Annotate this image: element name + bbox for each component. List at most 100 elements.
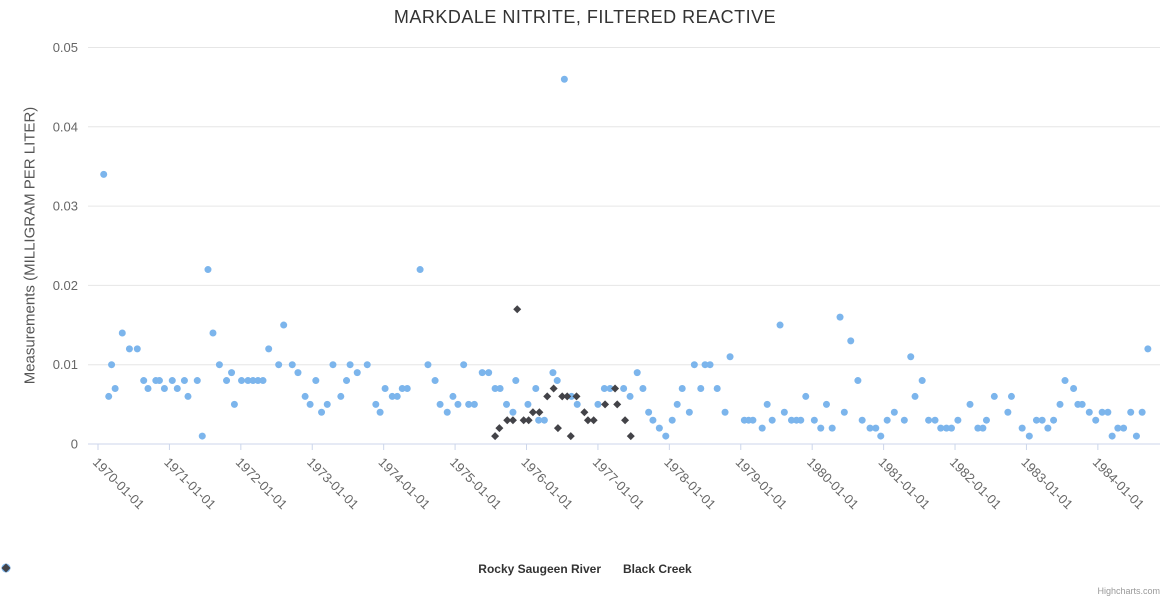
data-point-rocky-saugeen-river[interactable] — [204, 266, 212, 274]
data-point-rocky-saugeen-river[interactable] — [1108, 432, 1116, 440]
data-point-rocky-saugeen-river[interactable] — [1007, 392, 1015, 400]
data-point-rocky-saugeen-river[interactable] — [318, 408, 326, 416]
data-point-rocky-saugeen-river[interactable] — [1078, 400, 1086, 408]
data-point-rocky-saugeen-river[interactable] — [639, 384, 647, 392]
data-point-rocky-saugeen-river[interactable] — [155, 377, 163, 385]
data-point-rocky-saugeen-river[interactable] — [776, 321, 784, 329]
data-point-rocky-saugeen-river[interactable] — [524, 400, 532, 408]
data-point-rocky-saugeen-river[interactable] — [990, 392, 998, 400]
data-point-rocky-saugeen-river[interactable] — [118, 329, 126, 337]
data-point-rocky-saugeen-river[interactable] — [1061, 377, 1069, 385]
data-point-rocky-saugeen-river[interactable] — [509, 408, 517, 416]
data-point-rocky-saugeen-river[interactable] — [209, 329, 217, 337]
data-point-rocky-saugeen-river[interactable] — [883, 416, 891, 424]
data-point-rocky-saugeen-river[interactable] — [553, 377, 561, 385]
data-point-rocky-saugeen-river[interactable] — [1070, 384, 1078, 392]
data-point-rocky-saugeen-river[interactable] — [168, 377, 176, 385]
data-point-rocky-saugeen-river[interactable] — [877, 432, 885, 440]
data-point-rocky-saugeen-river[interactable] — [173, 384, 181, 392]
data-point-rocky-saugeen-river[interactable] — [535, 416, 543, 424]
data-point-rocky-saugeen-river[interactable] — [822, 400, 830, 408]
data-point-rocky-saugeen-river[interactable] — [436, 400, 444, 408]
data-point-rocky-saugeen-river[interactable] — [1038, 416, 1046, 424]
data-point-black-creek[interactable] — [572, 392, 581, 401]
data-point-rocky-saugeen-river[interactable] — [275, 361, 283, 369]
data-point-rocky-saugeen-river[interactable] — [280, 321, 288, 329]
data-point-rocky-saugeen-river[interactable] — [337, 392, 345, 400]
data-point-rocky-saugeen-river[interactable] — [105, 392, 113, 400]
data-point-rocky-saugeen-river[interactable] — [701, 361, 709, 369]
data-point-black-creek[interactable] — [491, 432, 500, 441]
data-point-rocky-saugeen-river[interactable] — [840, 408, 848, 416]
data-point-rocky-saugeen-river[interactable] — [1018, 424, 1026, 432]
data-point-rocky-saugeen-river[interactable] — [1098, 408, 1106, 416]
data-point-rocky-saugeen-river[interactable] — [184, 392, 192, 400]
data-point-rocky-saugeen-river[interactable] — [215, 361, 223, 369]
data-point-rocky-saugeen-river[interactable] — [140, 377, 148, 385]
data-point-rocky-saugeen-river[interactable] — [160, 384, 168, 392]
data-point-rocky-saugeen-river[interactable] — [620, 384, 628, 392]
data-point-rocky-saugeen-river[interactable] — [1032, 416, 1040, 424]
data-point-rocky-saugeen-river[interactable] — [265, 345, 273, 353]
data-point-rocky-saugeen-river[interactable] — [540, 416, 548, 424]
data-point-rocky-saugeen-river[interactable] — [230, 400, 238, 408]
data-point-rocky-saugeen-river[interactable] — [549, 369, 557, 377]
data-point-rocky-saugeen-river[interactable] — [854, 377, 862, 385]
data-point-black-creek[interactable] — [553, 424, 562, 433]
data-point-rocky-saugeen-river[interactable] — [301, 392, 309, 400]
data-point-black-creek[interactable] — [613, 400, 622, 409]
data-point-rocky-saugeen-river[interactable] — [713, 384, 721, 392]
data-point-rocky-saugeen-river[interactable] — [294, 369, 302, 377]
data-point-rocky-saugeen-river[interactable] — [1104, 408, 1112, 416]
data-point-rocky-saugeen-river[interactable] — [668, 416, 676, 424]
data-point-rocky-saugeen-river[interactable] — [491, 384, 499, 392]
data-point-rocky-saugeen-river[interactable] — [228, 369, 236, 377]
data-point-rocky-saugeen-river[interactable] — [749, 416, 757, 424]
data-point-rocky-saugeen-river[interactable] — [780, 408, 788, 416]
data-point-black-creek[interactable] — [583, 416, 592, 425]
data-point-rocky-saugeen-river[interactable] — [974, 424, 982, 432]
data-point-rocky-saugeen-river[interactable] — [954, 416, 962, 424]
data-point-rocky-saugeen-river[interactable] — [568, 392, 576, 400]
data-point-black-creek[interactable] — [563, 392, 572, 401]
data-point-rocky-saugeen-river[interactable] — [372, 400, 380, 408]
data-point-rocky-saugeen-river[interactable] — [645, 408, 653, 416]
data-point-rocky-saugeen-river[interactable] — [872, 424, 880, 432]
data-point-rocky-saugeen-river[interactable] — [925, 416, 933, 424]
data-point-rocky-saugeen-river[interactable] — [942, 424, 950, 432]
data-point-rocky-saugeen-river[interactable] — [1092, 416, 1100, 424]
data-point-rocky-saugeen-river[interactable] — [198, 432, 206, 440]
data-point-rocky-saugeen-river[interactable] — [911, 392, 919, 400]
data-point-rocky-saugeen-river[interactable] — [443, 408, 451, 416]
data-point-rocky-saugeen-river[interactable] — [532, 384, 540, 392]
data-point-rocky-saugeen-river[interactable] — [1044, 424, 1052, 432]
data-point-rocky-saugeen-river[interactable] — [662, 432, 670, 440]
data-point-rocky-saugeen-river[interactable] — [810, 416, 818, 424]
data-point-rocky-saugeen-river[interactable] — [111, 384, 119, 392]
data-point-black-creek[interactable] — [535, 408, 544, 417]
data-point-black-creek[interactable] — [503, 416, 512, 425]
data-point-rocky-saugeen-river[interactable] — [858, 416, 866, 424]
data-point-rocky-saugeen-river[interactable] — [193, 377, 201, 385]
data-point-black-creek[interactable] — [580, 408, 589, 417]
data-point-rocky-saugeen-river[interactable] — [388, 392, 396, 400]
data-point-rocky-saugeen-river[interactable] — [606, 384, 614, 392]
data-point-rocky-saugeen-river[interactable] — [254, 377, 262, 385]
data-point-rocky-saugeen-river[interactable] — [108, 361, 116, 369]
data-point-rocky-saugeen-river[interactable] — [649, 416, 657, 424]
data-point-rocky-saugeen-river[interactable] — [1114, 424, 1122, 432]
data-point-black-creek[interactable] — [621, 416, 630, 425]
data-point-rocky-saugeen-river[interactable] — [560, 75, 568, 83]
data-point-rocky-saugeen-river[interactable] — [403, 384, 411, 392]
data-point-rocky-saugeen-river[interactable] — [353, 369, 361, 377]
data-point-rocky-saugeen-river[interactable] — [594, 400, 602, 408]
data-point-rocky-saugeen-river[interactable] — [454, 400, 462, 408]
data-point-rocky-saugeen-river[interactable] — [478, 369, 486, 377]
data-point-rocky-saugeen-river[interactable] — [918, 377, 926, 385]
data-point-rocky-saugeen-river[interactable] — [470, 400, 478, 408]
data-point-rocky-saugeen-river[interactable] — [697, 384, 705, 392]
data-point-rocky-saugeen-river[interactable] — [947, 424, 955, 432]
data-point-black-creek[interactable] — [589, 416, 598, 425]
data-point-rocky-saugeen-river[interactable] — [503, 400, 511, 408]
data-point-rocky-saugeen-river[interactable] — [931, 416, 939, 424]
